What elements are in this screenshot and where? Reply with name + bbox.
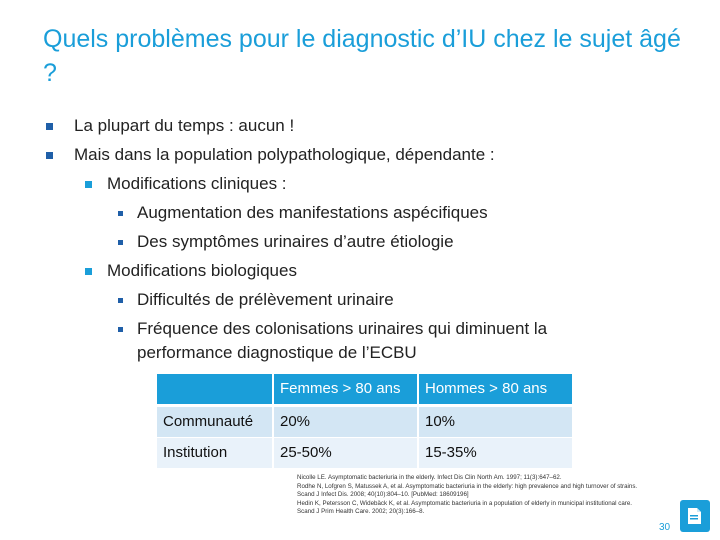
bullet-item: Augmentation des manifestations aspécifi… <box>137 203 488 222</box>
bullet-marker <box>118 211 123 216</box>
bullet-item: Modifications biologiques <box>107 261 297 280</box>
reference-item: Nicolle LE. Asymptomatic bacteriuria in … <box>297 474 562 481</box>
bullet-marker <box>46 152 53 159</box>
bullet-item: Difficultés de prélèvement urinaire <box>137 290 394 309</box>
slide-title: Quels problèmes pour le diagnostic d’IU … <box>43 25 681 87</box>
table-header-cell <box>157 374 272 404</box>
reference-item: Rodhe N, Lofgren S, Matussek A, et al. A… <box>297 482 638 499</box>
table-cell: Communauté <box>157 407 272 437</box>
bullet-marker <box>118 298 123 303</box>
bullet-item: La plupart du temps : aucun ! <box>74 116 295 135</box>
references: Nicolle LE. Asymptomatic bacteriuria in … <box>297 474 642 517</box>
document-logo-icon <box>688 508 701 524</box>
document-logo-icon <box>680 500 710 532</box>
table-header-cell: Hommes > 80 ans <box>419 374 572 404</box>
bullet-marker <box>85 268 92 275</box>
bullet-marker <box>118 327 123 332</box>
bullet-item: Des symptômes urinaires d’autre étiologi… <box>137 232 454 251</box>
table-header-cell: Femmes > 80 ans <box>274 374 417 404</box>
bullet-marker <box>118 240 123 245</box>
bullet-item: Modifications cliniques : <box>107 174 287 193</box>
table-cell: 20% <box>274 407 417 437</box>
bullet-marker <box>85 181 92 188</box>
table-cell: 15-35% <box>419 438 572 468</box>
table-cell: Institution <box>157 438 272 468</box>
bullet-item: Fréquence des colonisations urinaires qu… <box>137 319 548 338</box>
table-cell: 10% <box>419 407 572 437</box>
table-cell: 25-50% <box>274 438 417 468</box>
page-number: 30 <box>659 522 671 533</box>
bullet-marker <box>46 123 53 130</box>
bullet-item-continuation: performance diagnostique de l’ECBU <box>137 343 417 362</box>
reference-item: Hedin K, Petersson C, Widebäck K, et al.… <box>297 499 632 516</box>
bullet-item: Mais dans la population polypathologique… <box>74 145 495 164</box>
